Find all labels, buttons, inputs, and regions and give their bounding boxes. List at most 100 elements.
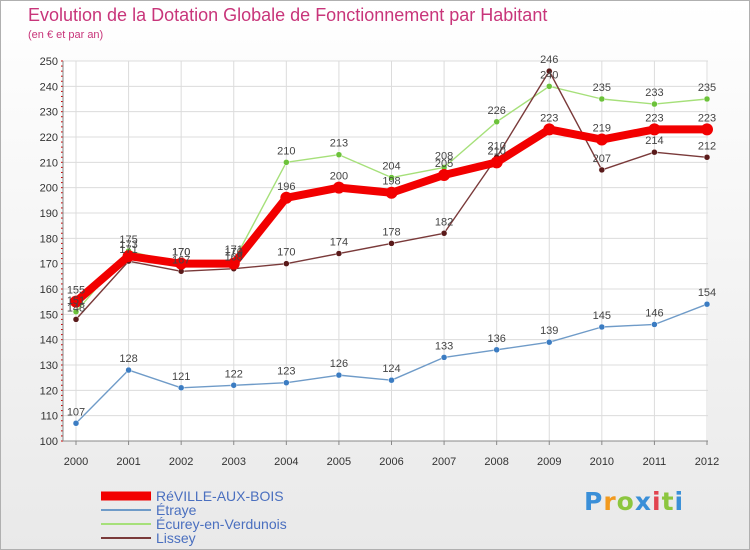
data-label: 200 <box>330 171 348 183</box>
y-tick-label: 180 <box>40 233 58 245</box>
data-label: 175 <box>119 234 137 246</box>
data-label: 128 <box>119 353 137 365</box>
data-label: 235 <box>698 82 716 94</box>
data-point <box>595 133 608 146</box>
y-tick-label: 250 <box>40 56 58 68</box>
data-point <box>651 321 658 328</box>
y-tick-label: 220 <box>40 132 58 144</box>
y-tick-label: 170 <box>40 259 58 271</box>
x-tick-label: 2008 <box>484 456 508 468</box>
logo-letter: P <box>584 487 604 516</box>
data-label: 182 <box>435 216 453 228</box>
data-label: 233 <box>645 87 663 99</box>
data-point <box>651 148 658 156</box>
y-tick-label: 130 <box>40 360 58 372</box>
data-point <box>283 379 290 386</box>
data-point <box>703 300 711 308</box>
data-label: 145 <box>593 310 611 322</box>
data-point <box>546 83 553 90</box>
y-tick-label: 100 <box>40 436 58 448</box>
data-point <box>230 382 237 389</box>
data-label: 198 <box>382 176 400 188</box>
data-label: 136 <box>487 333 505 345</box>
y-tick-label: 210 <box>40 157 58 169</box>
data-point <box>598 166 606 174</box>
data-point <box>438 169 451 181</box>
data-label: 174 <box>330 237 348 249</box>
data-label: 223 <box>540 112 558 124</box>
data-point <box>651 100 658 108</box>
data-point <box>72 420 80 427</box>
data-label: 213 <box>330 138 348 150</box>
x-tick-label: 2002 <box>169 456 193 468</box>
data-label: 148 <box>67 302 85 314</box>
x-tick-label: 2001 <box>116 456 140 468</box>
data-point <box>598 95 606 103</box>
data-label: 170 <box>172 247 190 259</box>
data-point <box>335 371 343 379</box>
data-point <box>490 156 503 169</box>
y-tick-label: 230 <box>40 107 58 119</box>
x-tick-label: 2007 <box>432 456 456 468</box>
data-label: 155 <box>67 285 85 297</box>
x-tick-label: 2012 <box>695 456 719 468</box>
data-point <box>543 123 556 136</box>
data-label: 170 <box>277 247 295 259</box>
y-tick-label: 240 <box>40 81 58 93</box>
data-point <box>703 154 711 161</box>
data-point <box>701 123 713 136</box>
data-point <box>440 230 448 237</box>
data-point <box>283 159 290 166</box>
data-label: 204 <box>382 161 400 173</box>
data-point <box>280 191 293 204</box>
data-point <box>175 257 188 270</box>
data-label: 210 <box>487 145 505 157</box>
legend-label: Lissey <box>156 530 196 546</box>
x-tick-label: 2003 <box>222 456 246 468</box>
data-label: 210 <box>487 140 505 152</box>
y-tick-label: 190 <box>40 208 58 220</box>
data-point <box>283 260 290 267</box>
data-point <box>72 316 80 323</box>
logo-letter: r <box>603 487 617 516</box>
data-point <box>703 95 711 103</box>
data-label: 167 <box>172 254 190 266</box>
x-tick-label: 2000 <box>64 456 88 468</box>
data-point <box>546 67 553 75</box>
data-point <box>70 295 82 308</box>
data-label: 235 <box>593 82 611 94</box>
data-label: 133 <box>435 340 453 352</box>
y-tick-label: 140 <box>40 335 58 347</box>
x-tick-label: 2009 <box>537 456 561 468</box>
x-tick-label: 2004 <box>274 456 298 468</box>
data-label: 122 <box>225 368 243 380</box>
data-point <box>177 384 185 392</box>
y-tick-label: 150 <box>40 309 58 321</box>
logo-letter: i <box>652 487 662 516</box>
data-point <box>335 151 343 158</box>
data-label: 121 <box>172 371 190 383</box>
data-label: 170 <box>172 247 190 259</box>
data-label: 107 <box>67 406 85 418</box>
data-point <box>335 250 343 257</box>
data-label: 126 <box>330 358 348 370</box>
data-label: 214 <box>645 135 663 147</box>
data-label: 139 <box>540 325 558 337</box>
data-point <box>332 181 345 194</box>
y-tick-label: 120 <box>40 385 58 397</box>
legend-label: Écurey-en-Verdunois <box>156 516 287 532</box>
data-label: 226 <box>487 105 505 117</box>
data-point <box>388 376 395 384</box>
data-label: 223 <box>698 112 716 124</box>
y-tick-label: 110 <box>40 411 58 423</box>
data-label: 219 <box>593 123 611 135</box>
data-label: 146 <box>645 307 663 319</box>
logo-letter: o <box>616 487 635 516</box>
chart-title: Evolution de la Dotation Globale de Fonc… <box>28 5 548 25</box>
data-label: 171 <box>225 244 243 256</box>
logo-letter: t <box>661 487 675 516</box>
data-point <box>388 240 395 247</box>
y-tick-label: 200 <box>40 183 58 195</box>
data-point <box>385 186 398 199</box>
